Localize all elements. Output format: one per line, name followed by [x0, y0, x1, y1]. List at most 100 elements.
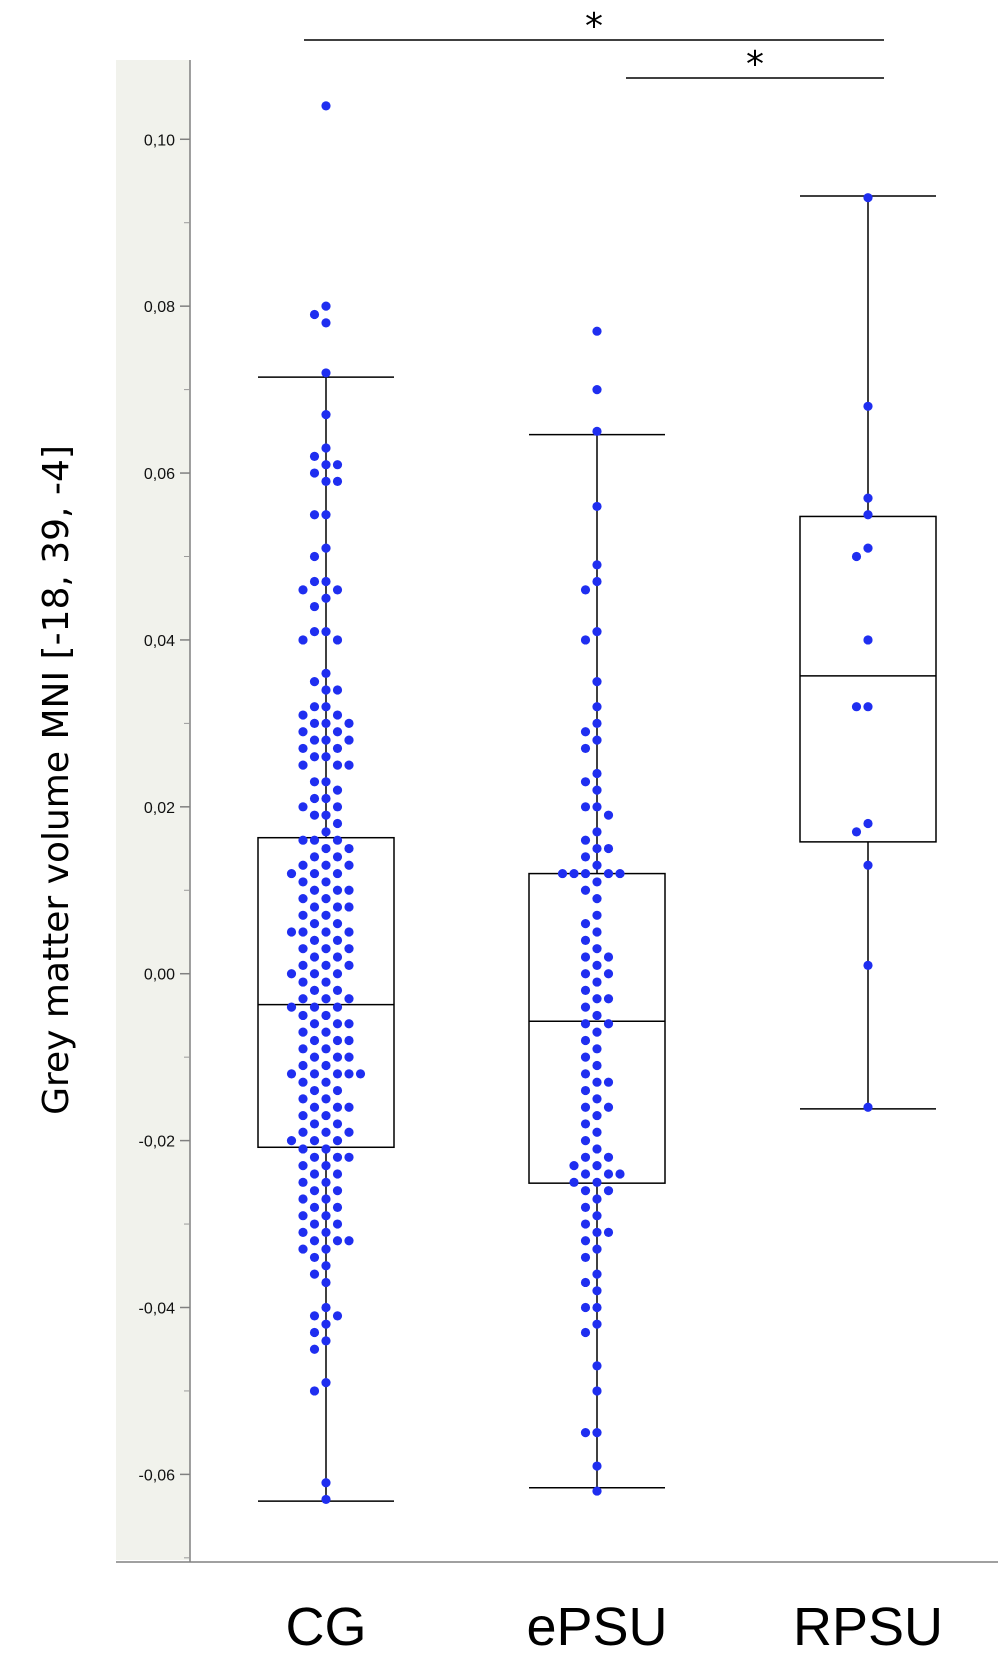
data-point	[592, 1211, 602, 1221]
data-point	[332, 1236, 343, 1246]
data-point	[603, 952, 614, 962]
data-point	[863, 702, 873, 712]
data-point	[580, 1052, 591, 1062]
data-point	[309, 576, 320, 587]
data-point	[332, 802, 343, 812]
data-point	[298, 1060, 308, 1071]
data-point	[863, 543, 873, 553]
data-point	[309, 1327, 320, 1338]
y-tick-label: 0,08	[144, 299, 175, 316]
data-point	[592, 735, 602, 745]
data-point	[592, 1194, 602, 1204]
data-point	[321, 543, 331, 553]
data-point	[309, 677, 320, 687]
data-point	[321, 301, 331, 311]
data-point	[309, 752, 320, 762]
data-point	[592, 385, 602, 395]
data-point	[321, 576, 331, 587]
data-point	[309, 1252, 320, 1263]
data-point	[592, 960, 602, 970]
data-point	[309, 702, 320, 712]
data-point	[592, 718, 602, 728]
category-label: CG	[286, 1597, 367, 1657]
data-point	[344, 1035, 354, 1046]
data-point	[321, 1194, 331, 1204]
data-point	[592, 877, 602, 887]
data-point	[592, 560, 602, 570]
data-point	[603, 868, 614, 879]
data-point	[298, 760, 308, 770]
data-point	[580, 1428, 591, 1438]
data-point	[592, 1227, 602, 1237]
data-point	[321, 1161, 331, 1171]
data-point	[580, 727, 591, 737]
data-point	[592, 626, 602, 637]
y-axis-label: Grey matter volume MNI [-18, 39, -4]	[36, 445, 77, 1115]
data-point	[580, 1019, 591, 1029]
data-point	[592, 1127, 602, 1137]
data-point	[332, 1069, 343, 1079]
data-point	[286, 969, 297, 979]
data-point	[309, 1202, 320, 1212]
data-point	[298, 585, 308, 595]
data-point	[321, 944, 331, 954]
data-point	[298, 977, 308, 987]
data-point	[332, 985, 343, 996]
data-point	[580, 952, 591, 962]
data-point	[332, 902, 343, 912]
data-point	[332, 1085, 343, 1096]
data-point	[615, 1169, 625, 1179]
data-point	[332, 460, 343, 470]
data-point	[332, 727, 343, 737]
data-point	[321, 860, 331, 870]
data-point	[580, 1202, 591, 1212]
data-point	[344, 760, 354, 770]
data-point	[309, 735, 320, 745]
data-point	[298, 910, 308, 920]
data-point	[321, 1010, 331, 1021]
data-point	[332, 868, 343, 879]
data-point	[592, 326, 602, 336]
data-point	[580, 1186, 591, 1196]
data-point	[344, 927, 354, 937]
box-iqr	[799, 515, 937, 843]
data-point	[569, 1161, 579, 1171]
data-point	[298, 802, 308, 812]
data-point	[344, 718, 354, 728]
data-point	[603, 843, 614, 854]
data-point	[309, 1236, 320, 1246]
data-point	[580, 1252, 591, 1263]
data-point	[332, 585, 343, 595]
data-point	[592, 1110, 602, 1121]
data-point	[321, 777, 331, 787]
data-point	[309, 1102, 320, 1112]
data-point	[863, 1102, 873, 1112]
data-point	[580, 1085, 591, 1096]
data-point	[309, 1119, 320, 1129]
data-point	[592, 576, 602, 587]
data-point	[592, 1010, 602, 1021]
data-point	[592, 1044, 602, 1054]
data-point	[592, 1461, 602, 1471]
data-point	[344, 944, 354, 954]
data-point	[309, 551, 320, 562]
data-point	[298, 1161, 308, 1171]
data-point	[344, 960, 354, 970]
data-point	[321, 460, 331, 470]
data-point	[580, 635, 591, 645]
data-point	[592, 927, 602, 937]
y-tick-label: -0,06	[139, 1467, 176, 1484]
data-point	[321, 894, 331, 904]
data-point	[580, 1236, 591, 1246]
data-point	[332, 1052, 343, 1062]
data-point	[580, 1277, 591, 1288]
data-point	[851, 702, 862, 712]
data-point	[332, 935, 343, 945]
data-point	[344, 1069, 354, 1079]
data-point	[321, 1094, 331, 1104]
data-point	[309, 902, 320, 912]
data-point	[592, 1361, 602, 1371]
data-point	[592, 1269, 602, 1279]
data-point	[298, 1044, 308, 1054]
